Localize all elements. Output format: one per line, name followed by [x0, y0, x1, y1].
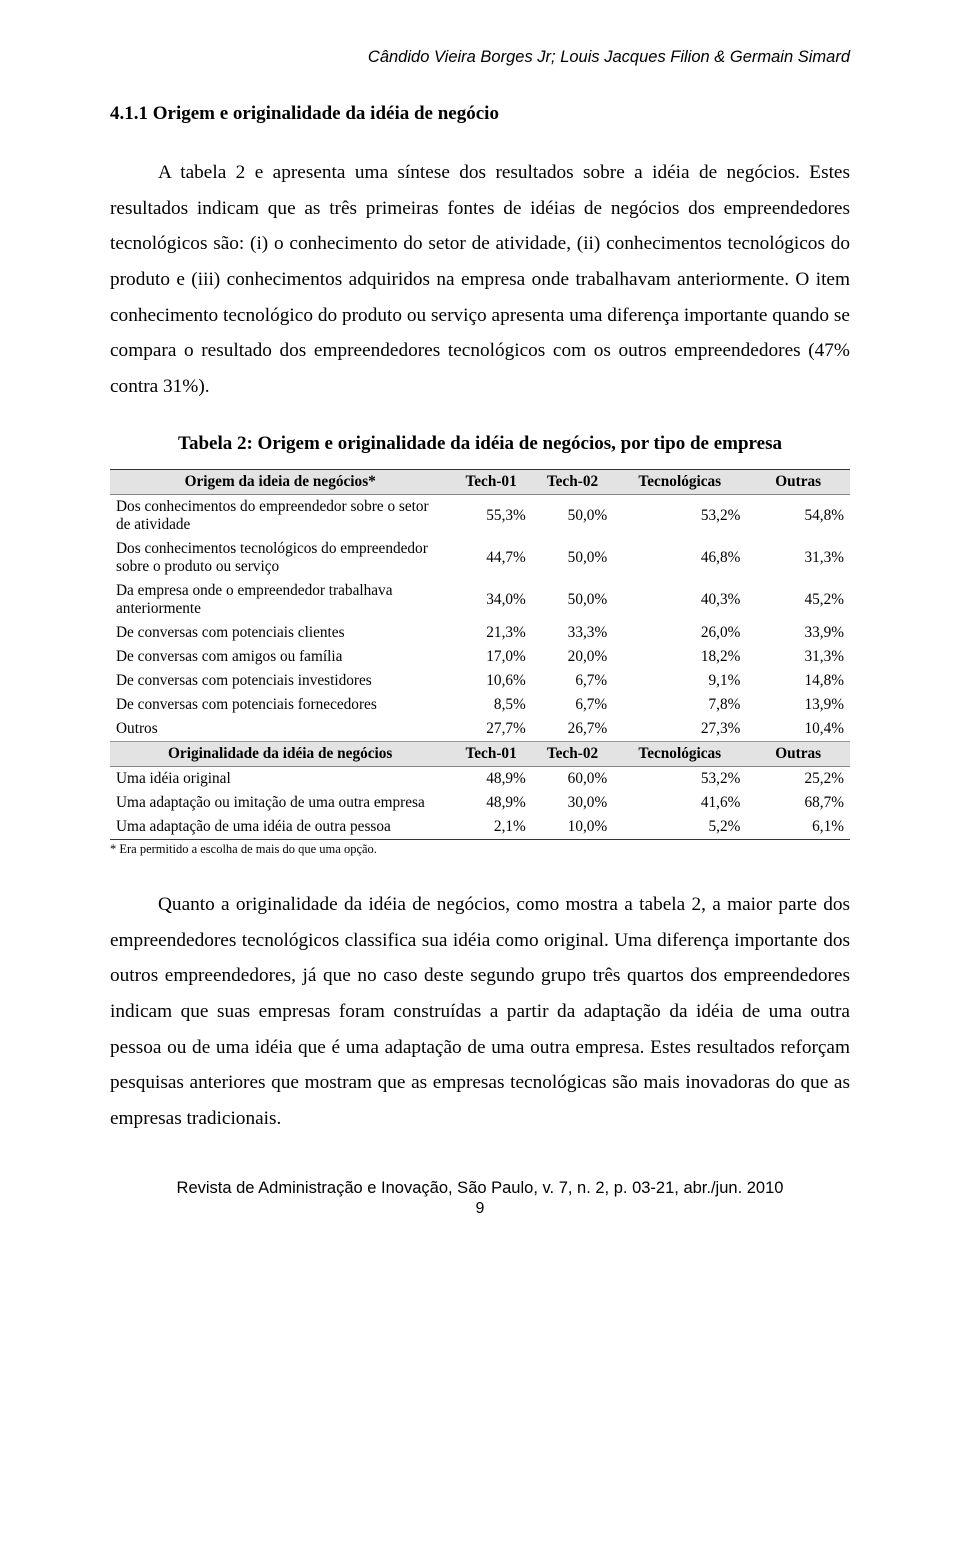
- row-label: Dos conhecimentos do empreendedor sobre …: [110, 494, 450, 537]
- page-number: 9: [110, 1200, 850, 1218]
- table-row: Outros 27,7% 26,7% 27,3% 10,4%: [110, 717, 850, 742]
- cell: 54,8%: [746, 494, 850, 537]
- cell: 30,0%: [532, 791, 613, 815]
- page-footer: Revista de Administração e Inovação, São…: [110, 1179, 850, 1218]
- cell: 31,3%: [746, 537, 850, 579]
- cell: 8,5%: [450, 693, 531, 717]
- paragraph-2: Quanto a originalidade da idéia de negóc…: [110, 887, 850, 1137]
- header-authors: Cândido Vieira Borges Jr; Louis Jacques …: [110, 48, 850, 67]
- cell: 50,0%: [532, 579, 613, 621]
- table-row: De conversas com potenciais clientes 21,…: [110, 621, 850, 645]
- cell: 34,0%: [450, 579, 531, 621]
- table-row: Da empresa onde o empreendedor trabalhav…: [110, 579, 850, 621]
- col-header-tech02: Tech-02: [532, 469, 613, 494]
- cell: 40,3%: [613, 579, 746, 621]
- cell: 45,2%: [746, 579, 850, 621]
- cell: 9,1%: [613, 669, 746, 693]
- page: Cândido Vieira Borges Jr; Louis Jacques …: [0, 0, 960, 1254]
- cell: 60,0%: [532, 766, 613, 791]
- cell: 7,8%: [613, 693, 746, 717]
- cell: 68,7%: [746, 791, 850, 815]
- cell: 50,0%: [532, 494, 613, 537]
- cell: 6,7%: [532, 693, 613, 717]
- cell: 5,2%: [613, 815, 746, 840]
- row-label: Uma adaptação de uma idéia de outra pess…: [110, 815, 450, 840]
- cell: 46,8%: [613, 537, 746, 579]
- row-label: Dos conhecimentos tecnológicos do empree…: [110, 537, 450, 579]
- cell: 17,0%: [450, 645, 531, 669]
- footer-citation: Revista de Administração e Inovação, São…: [177, 1179, 784, 1197]
- cell: 31,3%: [746, 645, 850, 669]
- cell: 10,6%: [450, 669, 531, 693]
- table-caption: Tabela 2: Origem e originalidade da idéi…: [110, 433, 850, 455]
- cell: 25,2%: [746, 766, 850, 791]
- col-header-outras: Outras: [746, 469, 850, 494]
- cell: 21,3%: [450, 621, 531, 645]
- cell: 53,2%: [613, 766, 746, 791]
- col-header-tech01: Tech-01: [450, 741, 531, 766]
- cell: 33,9%: [746, 621, 850, 645]
- table-row: Dos conhecimentos tecnológicos do empree…: [110, 537, 850, 579]
- paragraph-1: A tabela 2 e apresenta uma síntese dos r…: [110, 155, 850, 405]
- row-label: Da empresa onde o empreendedor trabalhav…: [110, 579, 450, 621]
- table-row: Uma adaptação ou imitação de uma outra e…: [110, 791, 850, 815]
- cell: 55,3%: [450, 494, 531, 537]
- cell: 6,1%: [746, 815, 850, 840]
- table-row: De conversas com amigos ou família 17,0%…: [110, 645, 850, 669]
- row-label: Uma idéia original: [110, 766, 450, 791]
- row-label: De conversas com potenciais fornecedores: [110, 693, 450, 717]
- row-label: Outros: [110, 717, 450, 742]
- col-header-tech01: Tech-01: [450, 469, 531, 494]
- cell: 48,9%: [450, 791, 531, 815]
- cell: 14,8%: [746, 669, 850, 693]
- table-row: De conversas com potenciais investidores…: [110, 669, 850, 693]
- table-row: Uma adaptação de uma idéia de outra pess…: [110, 815, 850, 840]
- col-header-origin: Origem da ideia de negócios*: [110, 469, 450, 494]
- cell: 13,9%: [746, 693, 850, 717]
- cell: 44,7%: [450, 537, 531, 579]
- col-header-tecnologicas: Tecnológicas: [613, 469, 746, 494]
- cell: 41,6%: [613, 791, 746, 815]
- table-header-2: Originalidade da idéia de negócios Tech-…: [110, 741, 850, 766]
- cell: 48,9%: [450, 766, 531, 791]
- cell: 26,7%: [532, 717, 613, 742]
- cell: 26,0%: [613, 621, 746, 645]
- row-label: De conversas com amigos ou família: [110, 645, 450, 669]
- table-row: Uma idéia original 48,9% 60,0% 53,2% 25,…: [110, 766, 850, 791]
- cell: 33,3%: [532, 621, 613, 645]
- table-row: Dos conhecimentos do empreendedor sobre …: [110, 494, 850, 537]
- cell: 10,0%: [532, 815, 613, 840]
- cell: 2,1%: [450, 815, 531, 840]
- section-heading: 4.1.1 Origem e originalidade da idéia de…: [110, 103, 850, 125]
- table-footnote: * Era permitido a escolha de mais do que…: [110, 842, 850, 857]
- cell: 20,0%: [532, 645, 613, 669]
- cell: 53,2%: [613, 494, 746, 537]
- cell: 6,7%: [532, 669, 613, 693]
- row-label: De conversas com potenciais investidores: [110, 669, 450, 693]
- col-header-originality: Originalidade da idéia de negócios: [110, 741, 450, 766]
- cell: 18,2%: [613, 645, 746, 669]
- col-header-outras: Outras: [746, 741, 850, 766]
- table-row: De conversas com potenciais fornecedores…: [110, 693, 850, 717]
- cell: 27,3%: [613, 717, 746, 742]
- table-header-1: Origem da ideia de negócios* Tech-01 Tec…: [110, 469, 850, 494]
- cell: 50,0%: [532, 537, 613, 579]
- row-label: Uma adaptação ou imitação de uma outra e…: [110, 791, 450, 815]
- row-label: De conversas com potenciais clientes: [110, 621, 450, 645]
- table-2: Origem da ideia de negócios* Tech-01 Tec…: [110, 469, 850, 840]
- col-header-tecnologicas: Tecnológicas: [613, 741, 746, 766]
- cell: 27,7%: [450, 717, 531, 742]
- col-header-tech02: Tech-02: [532, 741, 613, 766]
- cell: 10,4%: [746, 717, 850, 742]
